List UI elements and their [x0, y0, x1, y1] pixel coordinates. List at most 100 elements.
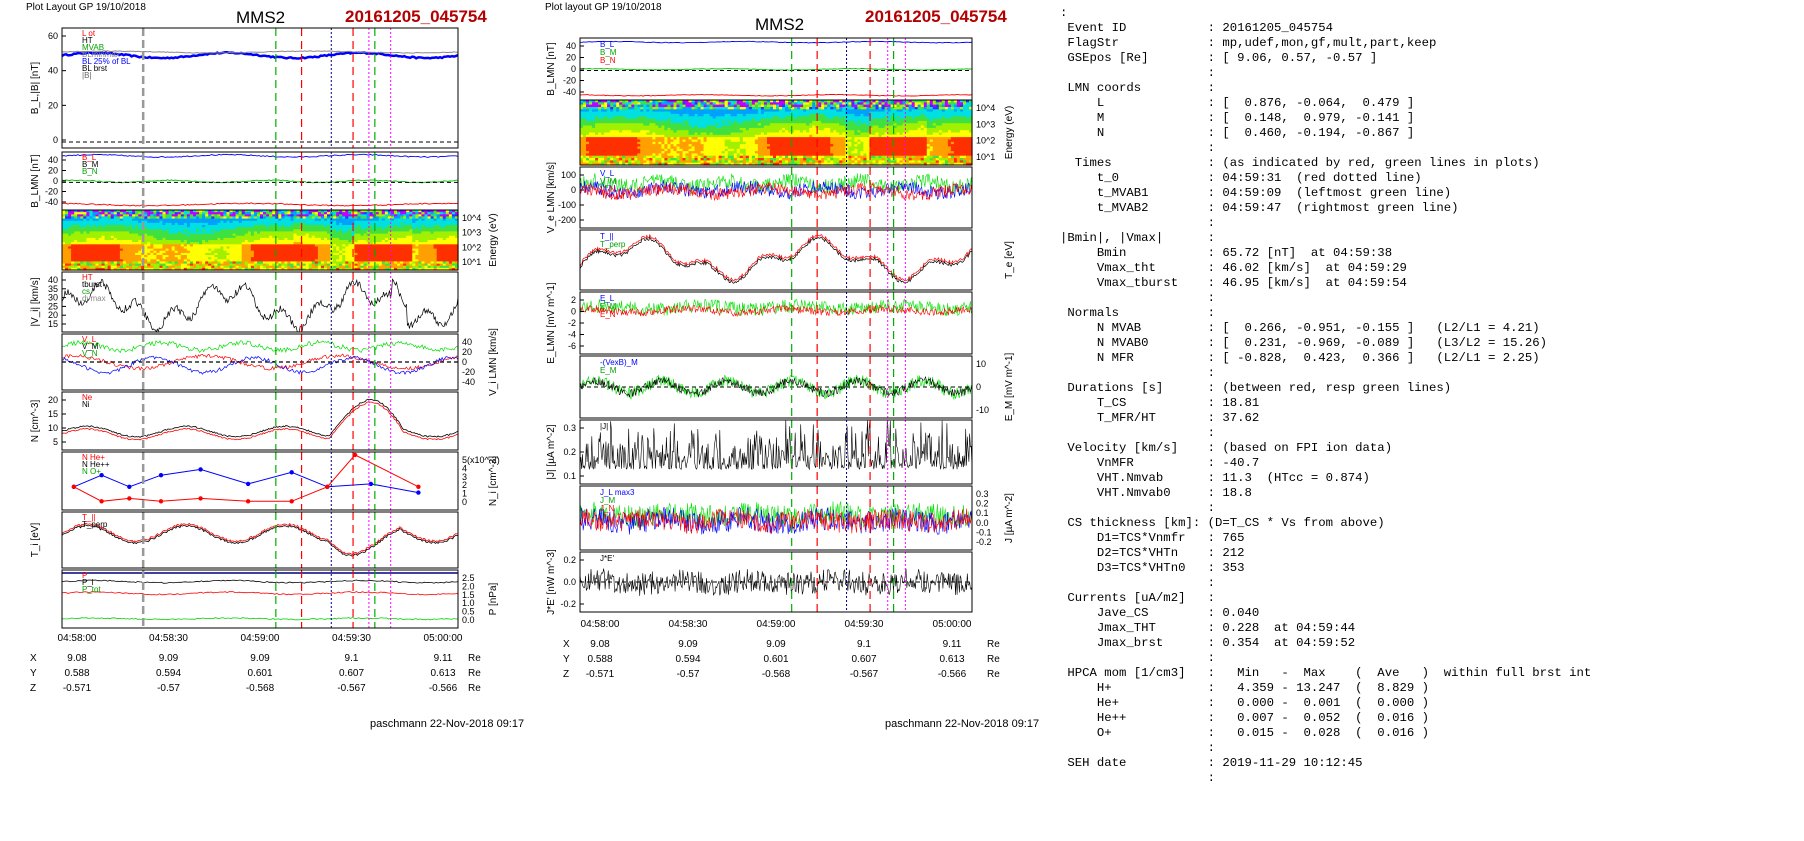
spectrogram-cell: [634, 120, 638, 124]
spectrogram-cell: [317, 246, 322, 250]
spectrogram-cell: [144, 259, 148, 262]
spectrogram-cell: [667, 111, 671, 115]
spectrogram-cell: [366, 244, 371, 247]
spectrogram-cell: [397, 210, 401, 213]
spectrogram-cell: [266, 255, 270, 258]
spectrogram-cell: [129, 257, 133, 260]
spectrogram-cell: [153, 225, 157, 228]
spectrogram-cell: [375, 257, 380, 260]
spectrogram-cell: [685, 160, 690, 164]
spectrogram-cell: [366, 231, 371, 235]
spectrogram-cell: [77, 240, 81, 243]
spectrogram-cell: [394, 263, 398, 267]
spectrogram-cell: [409, 218, 413, 222]
spectrogram-cell: [101, 220, 106, 224]
spectrogram-cell: [448, 220, 453, 224]
spectrogram-cell: [65, 231, 69, 235]
spectrogram-cell: [682, 100, 687, 103]
spectrogram-cell: [74, 237, 78, 241]
spectrogram-cell: [336, 246, 340, 250]
spectrogram-cell: [257, 212, 261, 215]
spectrogram-cell: [583, 137, 587, 140]
spectrogram-cell: [400, 225, 404, 228]
spectrogram-cell: [339, 235, 343, 239]
spectrogram-cell: [682, 109, 687, 113]
spectrogram-cell: [619, 160, 623, 164]
spectrogram-cell: [205, 261, 209, 265]
spectrogram-cell: [266, 244, 270, 247]
spectrogram-cell: [580, 113, 584, 117]
spectrogram-cell: [658, 162, 662, 166]
spectrogram-cell: [679, 153, 684, 157]
spectrogram-cell: [613, 125, 617, 129]
spectrogram-cell: [144, 227, 148, 230]
spectrogram-cell: [679, 134, 684, 138]
spectrogram-cell: [98, 237, 103, 241]
spectrogram-cell: [68, 212, 72, 215]
spectrogram-cell: [159, 229, 164, 232]
spectrogram-cell: [643, 100, 647, 103]
spectrogram-cell: [418, 248, 422, 252]
spectrogram-cell: [302, 231, 307, 235]
spectrogram-cell: [208, 233, 212, 237]
spectrogram-cell: [86, 242, 90, 245]
spectrogram-cell: [439, 244, 444, 247]
spectrogram-cell: [640, 120, 644, 124]
spectrogram-cell: [448, 246, 453, 250]
spectrogram-cell: [107, 261, 112, 265]
spectrogram-cell: [305, 252, 310, 256]
spectrogram-cell: [189, 233, 194, 237]
spectrogram-cell: [455, 220, 459, 224]
spectrogram-cell: [667, 146, 671, 150]
spectrogram-cell: [333, 210, 337, 213]
spectrogram-cell: [427, 210, 432, 213]
spectrogram-cell: [110, 216, 115, 220]
spectrogram-cell: [92, 225, 97, 228]
spectrogram-cell: [138, 231, 142, 235]
spectrogram-cell: [448, 265, 453, 269]
spectrogram-cell: [71, 257, 75, 260]
spectrogram-cell: [314, 220, 319, 224]
spectrogram-cell: [150, 261, 154, 265]
legend-entry: L ot: [82, 29, 96, 38]
spectrogram-cell: [83, 235, 87, 239]
spectrogram-cell: [250, 261, 255, 265]
spectrogram-cell: [235, 225, 240, 228]
spectrogram-cell: [622, 153, 626, 157]
spectrogram-cell: [397, 225, 401, 228]
spectrogram-cell: [266, 222, 270, 226]
spectrogram-cell: [260, 212, 264, 215]
spectrogram-cell: [415, 244, 419, 247]
spectrogram-cell: [150, 248, 154, 252]
spectrogram-cell: [384, 235, 389, 239]
spectrogram-cell: [363, 216, 368, 220]
spectrogram-cell: [360, 222, 365, 226]
spectrogram-cell: [324, 216, 328, 220]
spectrogram-cell: [604, 109, 608, 113]
spectrogram-cell: [649, 107, 653, 110]
spectrogram-cell: [104, 225, 109, 228]
spectrogram-cell: [92, 263, 97, 267]
spectrogram-cell: [302, 246, 307, 250]
spectrogram-cell: [77, 220, 81, 224]
spectrogram-cell: [658, 120, 662, 124]
spectrogram-cell: [135, 229, 139, 232]
spectrogram-cell: [415, 259, 419, 262]
spectrogram-cell: [217, 218, 221, 222]
spectrogram-cell: [193, 263, 197, 267]
tick-label: 0: [462, 357, 467, 367]
spectrogram-cell: [424, 216, 429, 220]
spectrogram-cell: [189, 255, 194, 258]
spectrogram-cell: [421, 235, 425, 239]
spectrogram-cell: [287, 216, 291, 220]
spectrogram-cell: [150, 257, 154, 260]
spectrogram-cell: [89, 229, 93, 232]
spectrogram-cell: [132, 244, 136, 247]
spectrogram-cell: [409, 229, 413, 232]
spectrogram-cell: [299, 233, 304, 237]
spectrogram-cell: [171, 242, 176, 245]
spectrogram-cell: [202, 257, 206, 260]
spectrogram-cell: [685, 132, 690, 136]
spectrogram-cell: [308, 265, 313, 269]
spectrogram-cell: [424, 250, 429, 254]
